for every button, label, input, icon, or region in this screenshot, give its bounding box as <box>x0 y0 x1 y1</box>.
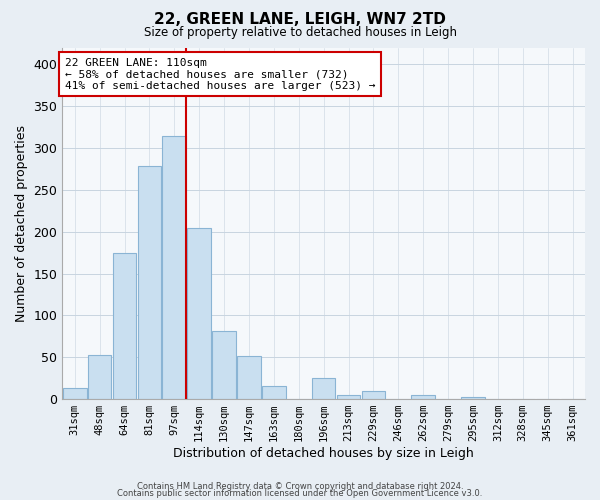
Bar <box>187 228 211 399</box>
Bar <box>362 390 385 399</box>
Text: Contains public sector information licensed under the Open Government Licence v3: Contains public sector information licen… <box>118 490 482 498</box>
Bar <box>461 398 485 399</box>
Y-axis label: Number of detached properties: Number of detached properties <box>15 125 28 322</box>
Bar <box>262 386 286 399</box>
Bar <box>337 395 361 399</box>
Text: 22 GREEN LANE: 110sqm
← 58% of detached houses are smaller (732)
41% of semi-det: 22 GREEN LANE: 110sqm ← 58% of detached … <box>65 58 375 90</box>
Bar <box>212 332 236 399</box>
Text: 22, GREEN LANE, LEIGH, WN7 2TD: 22, GREEN LANE, LEIGH, WN7 2TD <box>154 12 446 28</box>
Bar <box>412 395 435 399</box>
Bar <box>88 354 112 399</box>
Bar <box>63 388 86 399</box>
Text: Size of property relative to detached houses in Leigh: Size of property relative to detached ho… <box>143 26 457 39</box>
Bar <box>237 356 261 399</box>
Bar <box>312 378 335 399</box>
Bar <box>163 136 186 399</box>
Bar <box>137 166 161 399</box>
Bar <box>113 252 136 399</box>
X-axis label: Distribution of detached houses by size in Leigh: Distribution of detached houses by size … <box>173 447 474 460</box>
Text: Contains HM Land Registry data © Crown copyright and database right 2024.: Contains HM Land Registry data © Crown c… <box>137 482 463 491</box>
